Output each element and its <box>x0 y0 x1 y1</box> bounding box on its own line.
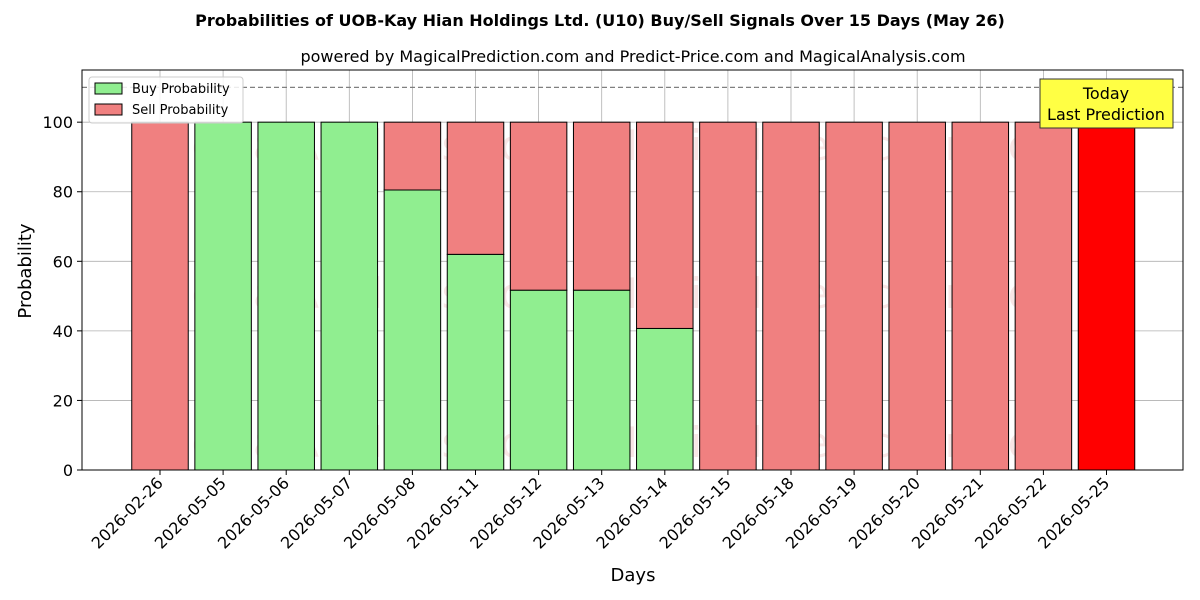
sell-bar <box>762 121 820 471</box>
sell-bar <box>1014 121 1073 471</box>
chart-subtitle: powered by MagicalPrediction.com and Pre… <box>300 47 965 66</box>
sell-bar <box>636 121 694 329</box>
legend-label: Sell Probability <box>132 103 229 118</box>
sell-bar <box>509 121 568 291</box>
buy-bar <box>320 121 379 471</box>
x-axis-label: Days <box>611 565 656 586</box>
legend[interactable]: Buy Probability Sell Probability <box>88 76 244 124</box>
y-tick-label: 0 <box>63 461 73 480</box>
annotation-text: Last Prediction <box>1047 105 1165 124</box>
legend-swatch <box>94 103 123 116</box>
buy-bar <box>572 289 631 471</box>
sell-bar <box>1077 121 1136 471</box>
axes <box>81 69 1184 471</box>
today-annotation: Today Last Prediction <box>1039 78 1174 129</box>
plot-frame <box>81 69 1184 471</box>
buy-bar <box>257 121 315 471</box>
annotation-text: Today <box>1082 84 1129 103</box>
buy-bar <box>194 121 252 471</box>
sell-bar <box>383 121 442 191</box>
y-axis-label: Probability <box>15 223 36 318</box>
y-tick-label: 20 <box>53 391 73 410</box>
y-tick-label: 100 <box>42 113 73 132</box>
y-tick-label: 60 <box>53 252 73 271</box>
sell-bar <box>951 121 1010 471</box>
bars-layer <box>131 121 1136 471</box>
sell-bar <box>572 121 631 291</box>
buy-bar <box>509 289 568 471</box>
legend-swatch <box>94 82 123 95</box>
sell-bar <box>825 121 883 471</box>
sell-bar <box>699 121 757 471</box>
sell-bar <box>446 121 505 255</box>
buy-bar <box>446 253 505 471</box>
buy-bar <box>636 327 694 471</box>
y-tick-label: 80 <box>53 183 73 202</box>
legend-box <box>88 76 244 124</box>
y-tick-label: 40 <box>53 322 73 341</box>
buy-bar <box>383 189 442 471</box>
sell-bar <box>131 121 189 471</box>
annotation-box <box>1039 78 1174 129</box>
legend-label: Buy Probability <box>132 82 230 97</box>
sell-bar <box>888 121 946 471</box>
chart-title: Probabilities of UOB-Kay Hian Holdings L… <box>195 11 1005 30</box>
